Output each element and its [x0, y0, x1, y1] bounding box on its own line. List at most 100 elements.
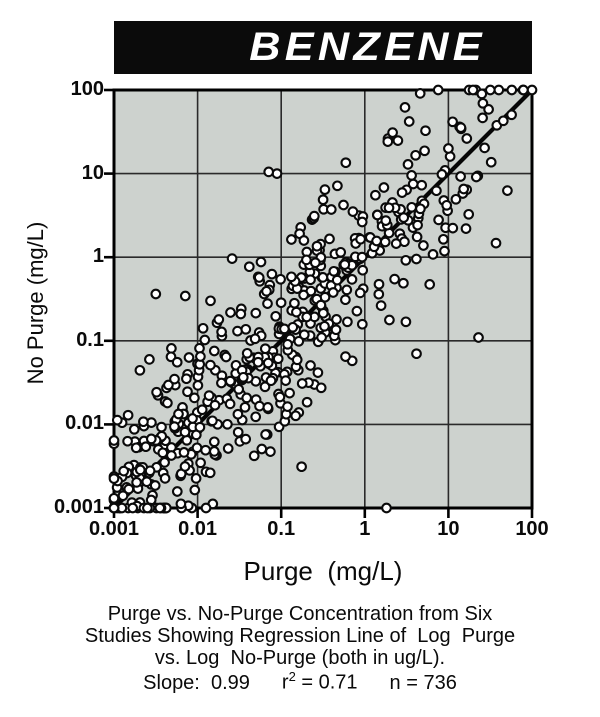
data-point: [286, 234, 297, 245]
data-point: [166, 343, 177, 354]
data-point: [441, 199, 453, 211]
data-point: [224, 398, 236, 410]
data-point: [406, 201, 418, 213]
data-point: [272, 353, 284, 365]
data-point: [378, 182, 390, 193]
data-point: [450, 193, 462, 205]
data-point: [436, 169, 448, 180]
data-point: [224, 375, 236, 387]
data-point: [484, 84, 496, 96]
x-tick-label: 10: [437, 518, 460, 540]
data-point: [179, 426, 191, 438]
data-point: [282, 401, 293, 412]
data-point: [205, 359, 216, 371]
data-point: [485, 156, 497, 168]
data-point: [208, 436, 220, 448]
data-point: [204, 467, 216, 479]
data-point: [181, 373, 192, 385]
data-point: [255, 256, 267, 268]
caption-line-3: vs. Log No-Purge (both in ug/L).: [154, 647, 446, 669]
data-point: [455, 171, 466, 182]
data-point: [253, 272, 265, 283]
data-point: [447, 116, 458, 128]
data-point: [178, 447, 190, 458]
data-point: [356, 216, 368, 228]
stat-n: n = 736: [389, 671, 457, 694]
data-point: [410, 149, 421, 161]
data-point: [134, 364, 146, 376]
data-point: [338, 199, 349, 211]
x-tick-label: 0.1: [267, 518, 296, 540]
data-point: [197, 322, 209, 334]
data-point: [411, 348, 422, 360]
data-point: [179, 461, 191, 472]
data-point: [317, 194, 329, 206]
data-point: [271, 168, 283, 179]
data-point: [187, 413, 198, 424]
data-point: [335, 246, 347, 258]
data-point: [411, 231, 423, 243]
data-point: [403, 116, 415, 127]
data-point: [232, 426, 244, 438]
data-point: [490, 237, 502, 249]
data-point: [240, 323, 252, 335]
data-point: [237, 371, 249, 383]
data-point: [189, 392, 200, 404]
data-point: [248, 450, 260, 462]
data-point: [108, 502, 120, 514]
data-point: [117, 490, 129, 502]
data-point: [287, 321, 299, 333]
data-point: [389, 273, 400, 285]
y-axis-label: No Purge (mg/L): [23, 221, 48, 385]
data-point: [332, 180, 343, 192]
data-point: [433, 214, 444, 226]
data-point: [406, 170, 417, 181]
data-point: [233, 383, 245, 395]
data-point: [108, 492, 120, 504]
data-point: [256, 443, 268, 455]
data-point: [199, 334, 211, 346]
data-point: [316, 332, 327, 343]
data-point: [213, 314, 225, 325]
data-point: [296, 378, 308, 389]
data-point: [339, 259, 351, 270]
data-point: [432, 84, 444, 96]
data-point: [315, 382, 327, 394]
data-point: [175, 498, 187, 510]
data-point: [400, 254, 412, 266]
data-point: [144, 354, 155, 365]
data-point: [291, 306, 302, 318]
data-point: [159, 457, 170, 468]
data-point: [189, 484, 201, 496]
stat-r-squared: r2 = 0.71: [281, 669, 358, 694]
data-point: [162, 397, 173, 409]
data-point: [373, 278, 385, 290]
x-axis-label: Purge (mg/L): [243, 556, 403, 586]
data-point: [262, 357, 274, 369]
data-point: [208, 345, 220, 357]
data-point: [340, 157, 352, 169]
data-point: [156, 421, 167, 433]
data-point: [412, 219, 423, 231]
data-point: [279, 323, 290, 335]
data-point: [261, 285, 272, 297]
data-point: [171, 486, 183, 497]
data-point: [196, 404, 208, 416]
x-tick-label: 100: [515, 518, 549, 540]
data-point: [438, 233, 449, 245]
y-tick-label: 100: [70, 78, 104, 100]
data-point: [473, 332, 484, 343]
data-point: [259, 343, 271, 355]
data-point: [373, 288, 385, 300]
data-point: [275, 297, 287, 309]
data-point: [372, 209, 383, 221]
data-point: [497, 115, 509, 127]
data-point: [461, 133, 473, 144]
data-point: [250, 411, 262, 423]
data-point: [289, 297, 300, 309]
data-point: [134, 464, 146, 476]
y-tick-label: 10: [81, 161, 104, 184]
data-point: [151, 386, 162, 398]
caption-line-1: Purge vs. No-Purge Concentration from Si…: [107, 603, 493, 625]
data-point: [222, 418, 233, 430]
